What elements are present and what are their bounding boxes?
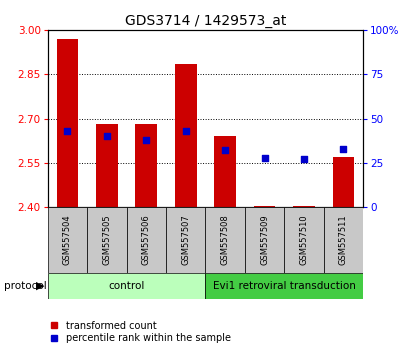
Text: GSM557509: GSM557509 [260,215,269,265]
Text: ▶: ▶ [37,281,45,291]
Point [143,137,150,143]
Text: GSM557511: GSM557511 [339,215,348,265]
Bar [205,273,363,299]
Legend: transformed count, percentile rank within the sample: transformed count, percentile rank withi… [46,317,235,347]
Bar [175,64,197,207]
Text: GSM557508: GSM557508 [221,215,229,265]
Bar [166,207,205,273]
Text: Evi1 retroviral transduction: Evi1 retroviral transduction [213,281,356,291]
Bar [245,207,284,273]
Bar [332,157,354,207]
Bar [293,206,315,207]
Bar [205,207,245,273]
Text: GSM557507: GSM557507 [181,215,190,265]
Bar [48,273,205,299]
Text: GSM557504: GSM557504 [63,215,72,265]
Point [104,133,110,139]
Title: GDS3714 / 1429573_at: GDS3714 / 1429573_at [125,14,286,28]
Text: control: control [108,281,145,291]
Point [300,156,307,162]
Point [340,146,347,152]
Point [183,128,189,134]
Text: GSM557505: GSM557505 [103,215,111,265]
Bar [56,39,78,207]
Point [64,128,71,134]
Bar [87,207,127,273]
Bar [324,207,363,273]
Text: GSM557506: GSM557506 [142,215,151,265]
Bar [254,206,276,207]
Point [222,148,229,153]
Bar [127,207,166,273]
Bar [135,125,157,207]
Text: protocol: protocol [4,281,47,291]
Bar [96,125,118,207]
Bar [284,207,324,273]
Bar [214,136,236,207]
Point [261,155,268,160]
Text: GSM557510: GSM557510 [300,215,308,265]
Bar [48,207,87,273]
